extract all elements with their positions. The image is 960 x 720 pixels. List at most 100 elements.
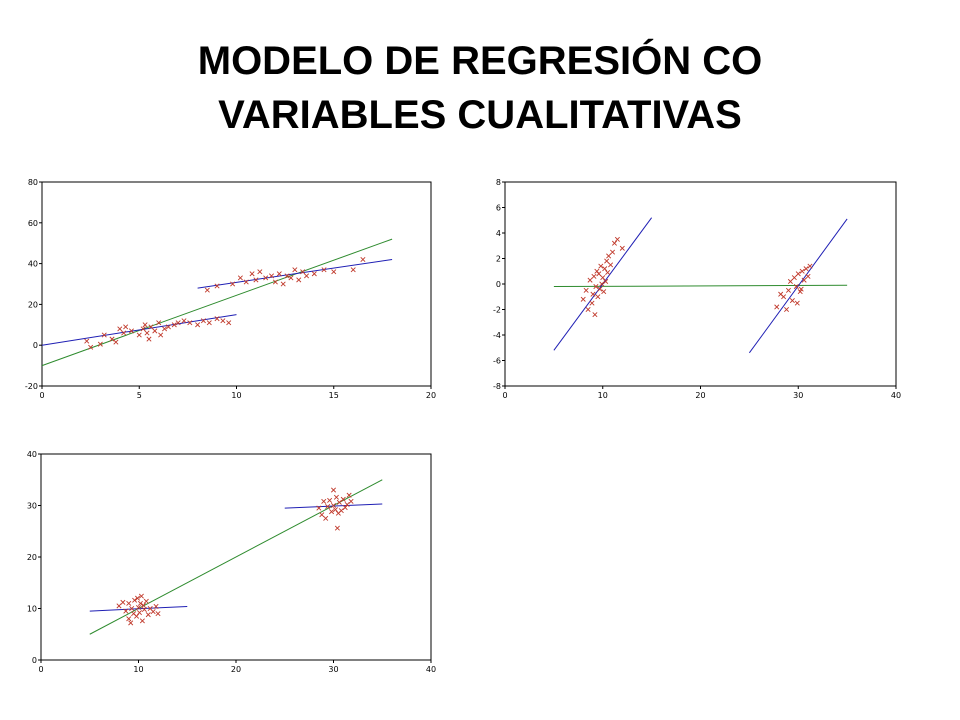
data-point bbox=[117, 326, 123, 332]
plot-frame bbox=[41, 181, 432, 387]
data-point bbox=[789, 298, 795, 304]
data-point bbox=[585, 306, 591, 313]
data-point bbox=[243, 279, 249, 285]
y-tick-label: -6 bbox=[493, 357, 501, 366]
data-point bbox=[121, 330, 127, 336]
data-point bbox=[263, 275, 269, 281]
data-point bbox=[162, 326, 168, 332]
data-point bbox=[803, 266, 809, 272]
data-point bbox=[330, 487, 337, 493]
data-point bbox=[603, 278, 609, 284]
data-point bbox=[204, 287, 210, 293]
data-point bbox=[120, 599, 126, 605]
y-tick-label: 0 bbox=[32, 656, 37, 665]
x-tick-label: 15 bbox=[329, 391, 339, 400]
slide-title: MODELO DE REGRESIÓN CO VARIABLES CUALITA… bbox=[0, 34, 960, 142]
data-point bbox=[805, 273, 811, 279]
y-tick-label: 4 bbox=[496, 229, 501, 238]
data-point bbox=[338, 508, 344, 514]
x-tick-label: 20 bbox=[695, 391, 705, 400]
group-regression-line bbox=[89, 605, 188, 612]
data-point bbox=[200, 318, 206, 324]
data-point bbox=[137, 600, 143, 606]
data-point bbox=[350, 267, 356, 273]
data-point bbox=[165, 324, 171, 330]
group-regression-line bbox=[197, 259, 393, 289]
data-point bbox=[595, 294, 601, 300]
data-point bbox=[276, 271, 282, 277]
data-point bbox=[220, 318, 226, 324]
data-point bbox=[140, 602, 146, 608]
x-tick-label: 0 bbox=[38, 665, 43, 674]
data-point bbox=[187, 320, 193, 326]
data-point bbox=[360, 257, 366, 263]
data-point bbox=[807, 263, 813, 269]
data-point bbox=[330, 502, 337, 509]
data-point bbox=[801, 277, 807, 283]
group-regression-line bbox=[748, 218, 848, 354]
slide-title-line-2: VARIABLES CUALITATIVAS bbox=[218, 93, 742, 137]
data-point bbox=[321, 267, 327, 273]
data-point bbox=[605, 270, 611, 276]
data-point bbox=[331, 269, 337, 275]
data-point bbox=[140, 326, 146, 332]
data-point bbox=[793, 284, 799, 290]
data-point bbox=[135, 604, 142, 610]
y-tick-label: 2 bbox=[496, 255, 501, 264]
y-tick-label: 40 bbox=[27, 450, 37, 459]
pooled-regression-line bbox=[41, 238, 393, 367]
data-point bbox=[158, 332, 164, 338]
data-point bbox=[126, 616, 132, 622]
data-point bbox=[284, 273, 290, 279]
data-point bbox=[141, 607, 147, 613]
y-tick-label: 20 bbox=[27, 553, 37, 562]
data-point bbox=[599, 281, 605, 287]
data-point bbox=[135, 595, 141, 601]
data-point bbox=[148, 324, 154, 330]
data-point bbox=[327, 497, 333, 503]
x-tick-label: 0 bbox=[39, 391, 44, 400]
x-tick-label: 30 bbox=[328, 665, 338, 674]
data-point bbox=[329, 509, 335, 515]
y-tick-label: 80 bbox=[28, 178, 38, 187]
x-tick-label: 10 bbox=[231, 391, 241, 400]
data-point bbox=[342, 505, 348, 511]
data-point bbox=[583, 287, 589, 293]
data-point bbox=[597, 286, 603, 292]
data-point bbox=[319, 512, 325, 518]
data-point bbox=[156, 320, 162, 326]
x-tick-label: 10 bbox=[133, 665, 143, 674]
data-point bbox=[332, 507, 338, 513]
data-point bbox=[84, 338, 90, 344]
data-point bbox=[795, 271, 801, 277]
data-point bbox=[619, 245, 625, 251]
y-tick-label: 8 bbox=[496, 178, 501, 187]
data-point bbox=[787, 278, 793, 284]
data-point bbox=[128, 328, 134, 334]
data-point bbox=[348, 498, 354, 504]
data-point bbox=[97, 341, 103, 347]
y-tick-label: 60 bbox=[28, 219, 38, 228]
data-point bbox=[136, 610, 142, 616]
y-tick-label: 30 bbox=[27, 502, 37, 511]
data-point bbox=[784, 306, 790, 313]
data-point bbox=[195, 322, 201, 328]
data-point bbox=[316, 505, 322, 511]
y-tick-label: -2 bbox=[493, 306, 501, 315]
data-point bbox=[136, 332, 142, 338]
data-point bbox=[152, 328, 158, 334]
y-tick-label: 20 bbox=[28, 300, 38, 309]
data-point bbox=[134, 613, 140, 619]
data-point bbox=[614, 236, 620, 242]
data-point bbox=[593, 284, 599, 290]
x-tick-label: 20 bbox=[231, 665, 241, 674]
data-point bbox=[153, 603, 159, 609]
data-point bbox=[300, 269, 306, 275]
data-point bbox=[101, 332, 107, 338]
data-point bbox=[604, 258, 610, 264]
y-tick-label: 0 bbox=[33, 341, 38, 350]
data-point bbox=[608, 262, 614, 268]
data-point bbox=[132, 597, 138, 603]
data-point bbox=[109, 336, 115, 342]
